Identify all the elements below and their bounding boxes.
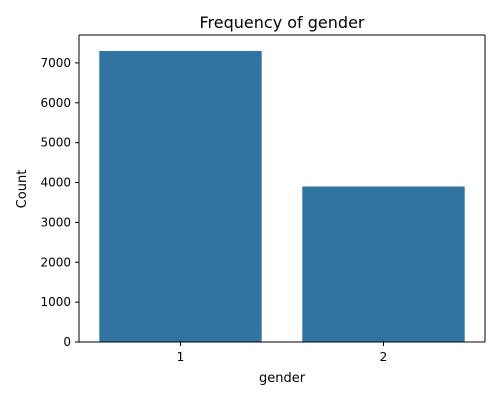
y-tick-label: 6000 [40, 96, 71, 110]
x-axis-label: gender [259, 371, 306, 386]
x-tick-label: 1 [177, 350, 185, 364]
y-axis-label: Count [15, 170, 30, 209]
chart-title: Frequency of gender [200, 13, 365, 32]
y-tick-label: 3000 [40, 215, 71, 229]
bar-2 [302, 186, 465, 342]
bar-1 [99, 50, 262, 342]
y-tick-label: 5000 [40, 136, 71, 150]
x-tick-label: 2 [380, 350, 388, 364]
y-tick-label: 0 [63, 335, 71, 349]
bars-group [99, 50, 465, 342]
y-tick-label: 7000 [40, 56, 71, 70]
y-axis-ticks: 0 1000 2000 3000 4000 5000 6000 7000 [40, 56, 79, 349]
y-tick-label: 1000 [40, 295, 71, 309]
y-tick-label: 2000 [40, 255, 71, 269]
y-tick-label: 4000 [40, 176, 71, 190]
